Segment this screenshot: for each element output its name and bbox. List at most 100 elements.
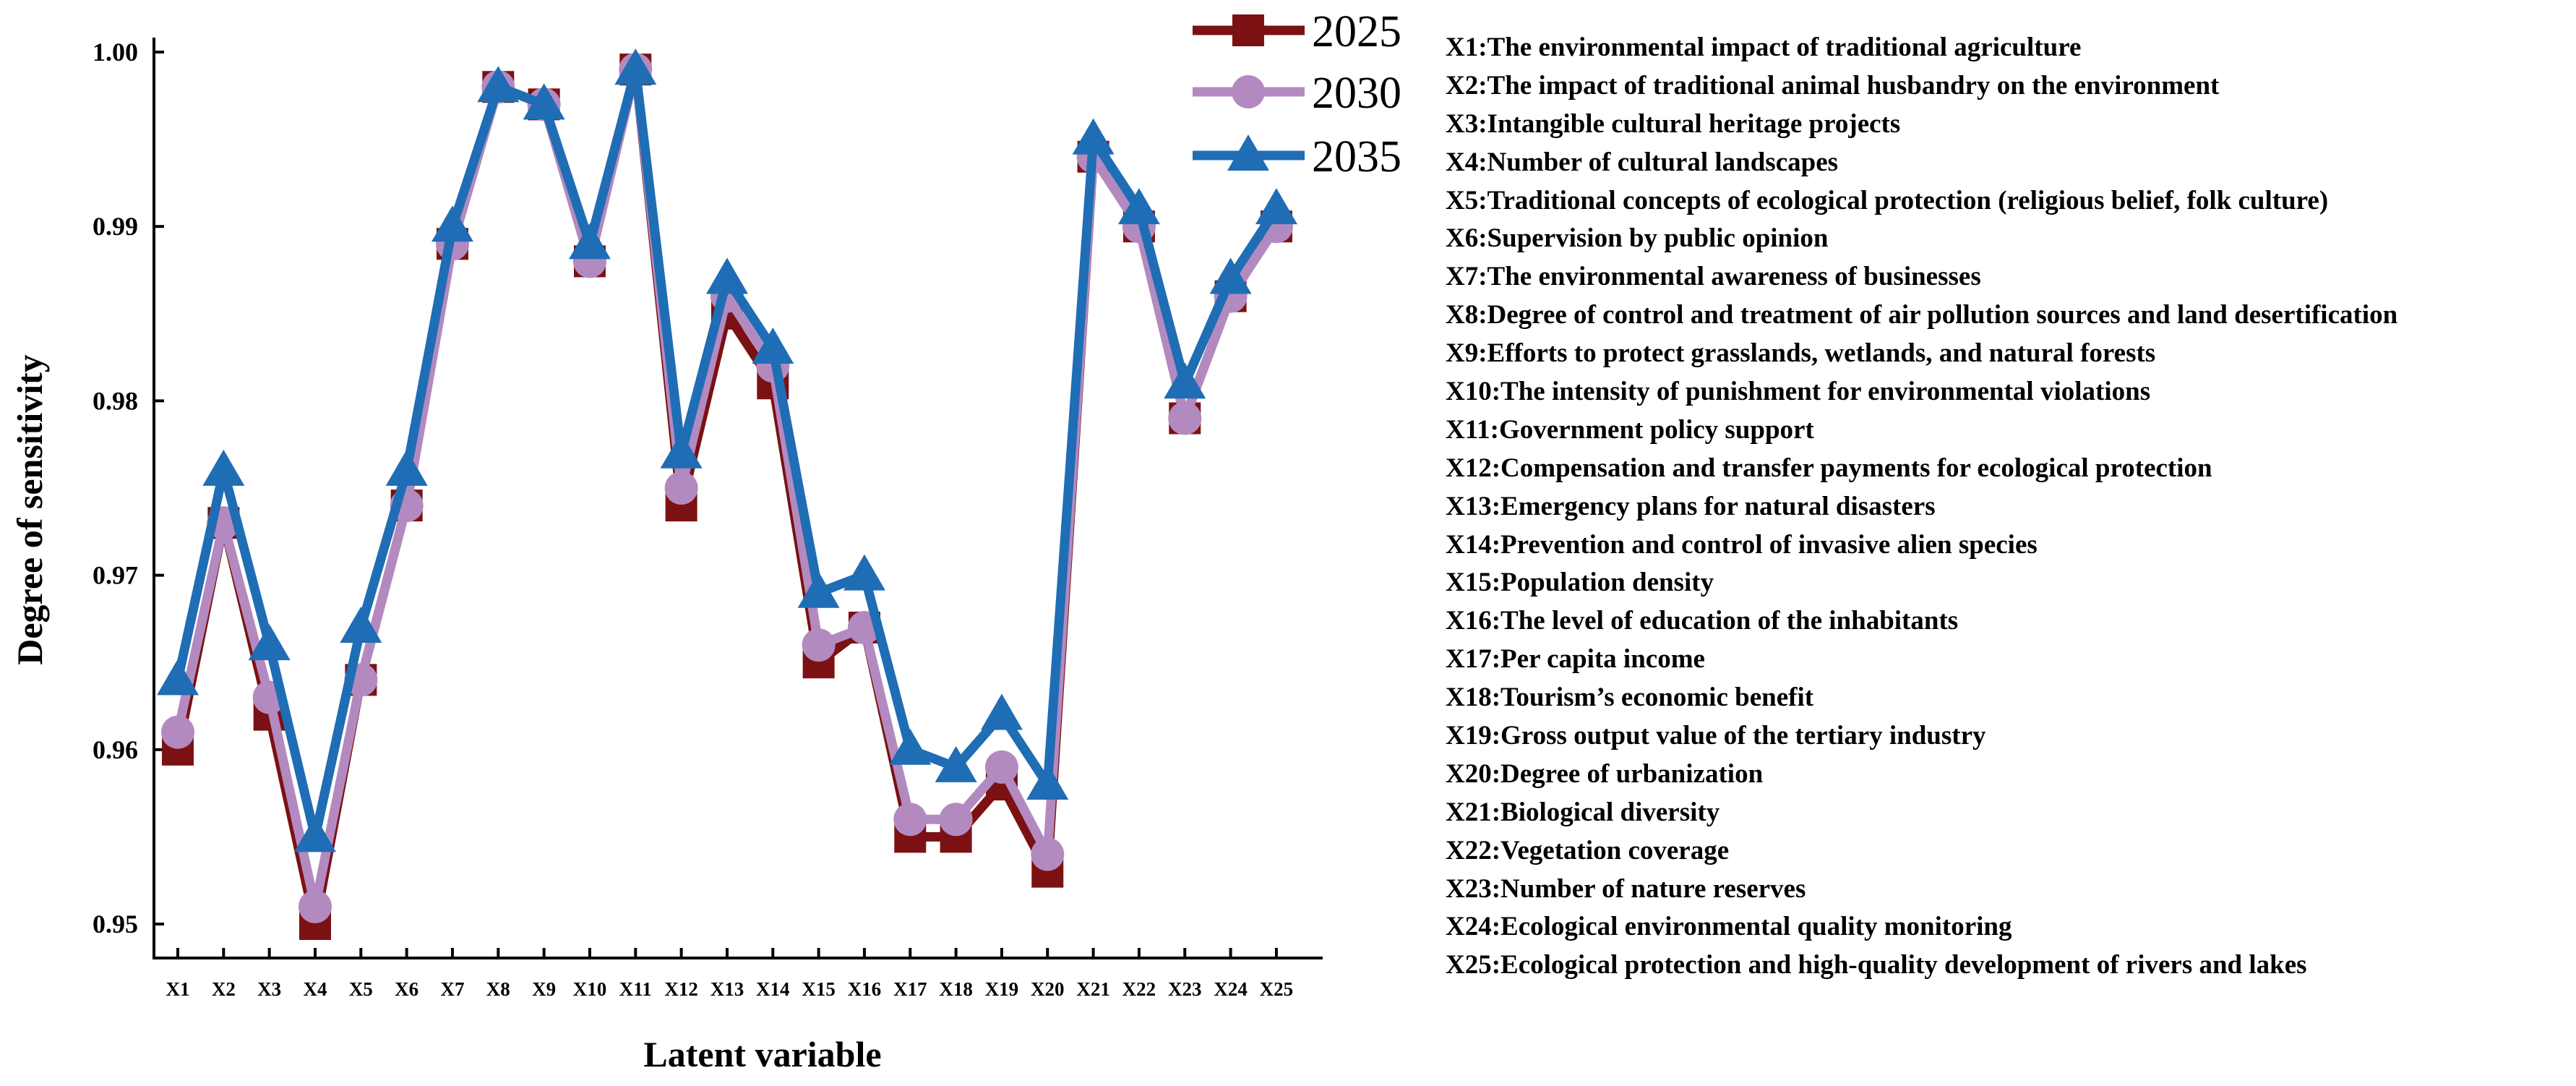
x-tick-label: X24 — [1214, 978, 1248, 1000]
x-tick-label: X6 — [395, 978, 418, 1000]
data-point-2035 — [660, 432, 703, 469]
latent-variable-definitions: X1:The environmental impact of tradition… — [1446, 29, 2397, 985]
x-tick-label: X17 — [893, 978, 927, 1000]
x-tick-label: X18 — [939, 978, 973, 1000]
legend-entry-2030: 2030 — [1193, 69, 1401, 118]
data-point-2035 — [385, 449, 428, 486]
data-point-2035 — [248, 624, 291, 661]
variable-definition: X7:The environmental awareness of busine… — [1446, 262, 1981, 292]
variable-definition: X23:Number of nature reserves — [1446, 873, 1806, 904]
x-tick-label: X20 — [1031, 978, 1065, 1000]
variable-definition: X1:The environmental impact of tradition… — [1446, 33, 2082, 62]
x-tick-label: X9 — [532, 978, 556, 1000]
variable-definition: X15:Population density — [1446, 568, 1714, 598]
data-point-2035 — [1072, 118, 1115, 155]
variable-definition: X4:Number of cultural landscapes — [1446, 147, 1839, 177]
axis-lines — [153, 38, 1323, 959]
axes: 0.95 0.96 0.97 0.98 0.99 1.00 X1 X2 X3 X4 X5 X6 X7 X8… — [93, 38, 1323, 1000]
variable-definition: X6:Supervision by public opinion — [1446, 223, 1829, 254]
data-point-2035 — [614, 48, 657, 85]
y-axis-title: Degree of sensitivity — [9, 354, 50, 665]
data-point-2030 — [161, 715, 194, 749]
variable-definition: X13:Emergency plans for natural disaster… — [1446, 491, 1936, 521]
x-tick-label: X19 — [985, 978, 1019, 1000]
variable-definition: X5:Traditional concepts of ecological pr… — [1446, 185, 2329, 215]
data-point-2030 — [984, 750, 1018, 784]
legend-label: 2025 — [1312, 7, 1401, 56]
x-tick-label: X5 — [349, 978, 373, 1000]
x-axis-title: Latent variable — [643, 1034, 881, 1074]
x-tick-label: X23 — [1168, 978, 1202, 1000]
y-tick-label: 0.99 — [93, 212, 138, 241]
y-tick-label: 0.97 — [93, 561, 138, 590]
y-tick-label: 0.96 — [93, 735, 138, 764]
x-tick-label: X16 — [848, 978, 882, 1000]
legend-marker — [1227, 134, 1269, 171]
data-point-2030 — [802, 628, 836, 662]
variable-definition: X10:The intensity of punishment for envi… — [1446, 377, 2151, 407]
variable-definition: X25:Ecological protection and high-quali… — [1446, 950, 2307, 980]
series-line-2030 — [173, 64, 1281, 912]
data-point-2030 — [1031, 837, 1065, 871]
series-2035 — [157, 48, 1297, 852]
variable-definition: X2:The impact of traditional animal husb… — [1446, 70, 2220, 101]
x-tick-label: X14 — [756, 978, 790, 1000]
legend-marker — [1232, 75, 1265, 108]
data-point-2035 — [797, 571, 840, 608]
legend: 2025 2030 2035 — [1193, 7, 1401, 181]
data-point-2035 — [1164, 362, 1206, 399]
x-tick-label: X10 — [573, 978, 607, 1000]
data-point-2035 — [889, 728, 932, 765]
legend-entry-2025: 2025 — [1193, 7, 1401, 56]
x-tick-label: X12 — [664, 978, 698, 1000]
x-tick-label: X4 — [303, 978, 327, 1000]
data-point-2035 — [477, 66, 520, 103]
legend-marker — [1232, 14, 1264, 46]
y-tick-label: 1.00 — [93, 38, 138, 67]
x-tick-label: X15 — [802, 978, 836, 1000]
variable-definition: X18:Tourism’s economic benefit — [1446, 683, 1814, 713]
variable-definition: X21:Biological diversity — [1446, 797, 1720, 827]
sensitivity-line-chart: 0.95 0.96 0.97 0.98 0.99 1.00 X1 X2 X3 X4 X5 X6 X7 X8… — [9, 7, 1401, 1074]
data-point-2030 — [664, 471, 698, 505]
x-tick-label: X22 — [1122, 978, 1156, 1000]
data-point-2035 — [843, 554, 885, 591]
x-tick-label: X13 — [710, 978, 744, 1000]
variable-definition: X20:Degree of urbanization — [1446, 758, 1764, 789]
data-point-2035 — [705, 257, 748, 294]
data-point-2030 — [893, 803, 927, 837]
variable-definition: X12:Compensation and transfer payments f… — [1446, 453, 2212, 483]
x-tick-label: X25 — [1260, 978, 1294, 1000]
data-point-2035 — [293, 816, 336, 852]
data-point-2035 — [1117, 188, 1160, 225]
variable-definition: X16:The level of education of the inhabi… — [1446, 606, 1959, 636]
legend-label: 2035 — [1312, 132, 1401, 181]
x-tick-label: X2 — [212, 978, 236, 1000]
x-tick-label: X3 — [257, 978, 281, 1000]
variable-definition: X24:Ecological environmental quality mon… — [1446, 912, 2012, 942]
variable-definition: X19:Gross output value of the tertiary i… — [1446, 721, 1986, 751]
data-point-2030 — [298, 889, 332, 923]
data-point-2035 — [202, 449, 245, 486]
data-point-2035 — [431, 205, 473, 242]
data-point-2035 — [157, 659, 199, 696]
data-point-2035 — [340, 606, 382, 643]
variable-definition: X9:Efforts to protect grasslands, wetlan… — [1446, 338, 2156, 369]
data-point-2035 — [1209, 257, 1252, 294]
data-point-2030 — [1168, 401, 1202, 435]
variable-definition: X22:Vegetation coverage — [1446, 835, 1730, 865]
y-tick-label: 0.95 — [93, 910, 138, 939]
data-point-2035 — [935, 745, 977, 782]
x-tick-label: X1 — [166, 978, 190, 1000]
y-tick-label: 0.98 — [93, 386, 138, 415]
legend-entry-2035: 2035 — [1193, 132, 1401, 181]
data-point-2035 — [1255, 188, 1297, 225]
x-tick-label: X21 — [1076, 978, 1110, 1000]
variable-definition: X14:Prevention and control of invasive a… — [1446, 529, 2038, 560]
variable-definition: X3:Intangible cultural heritage projects — [1446, 108, 1901, 139]
data-point-2035 — [752, 328, 794, 364]
series-layer — [157, 48, 1297, 940]
variable-definition: X11:Government policy support — [1446, 414, 1814, 445]
series-line-2025 — [173, 64, 1281, 929]
data-point-2035 — [1026, 764, 1069, 800]
